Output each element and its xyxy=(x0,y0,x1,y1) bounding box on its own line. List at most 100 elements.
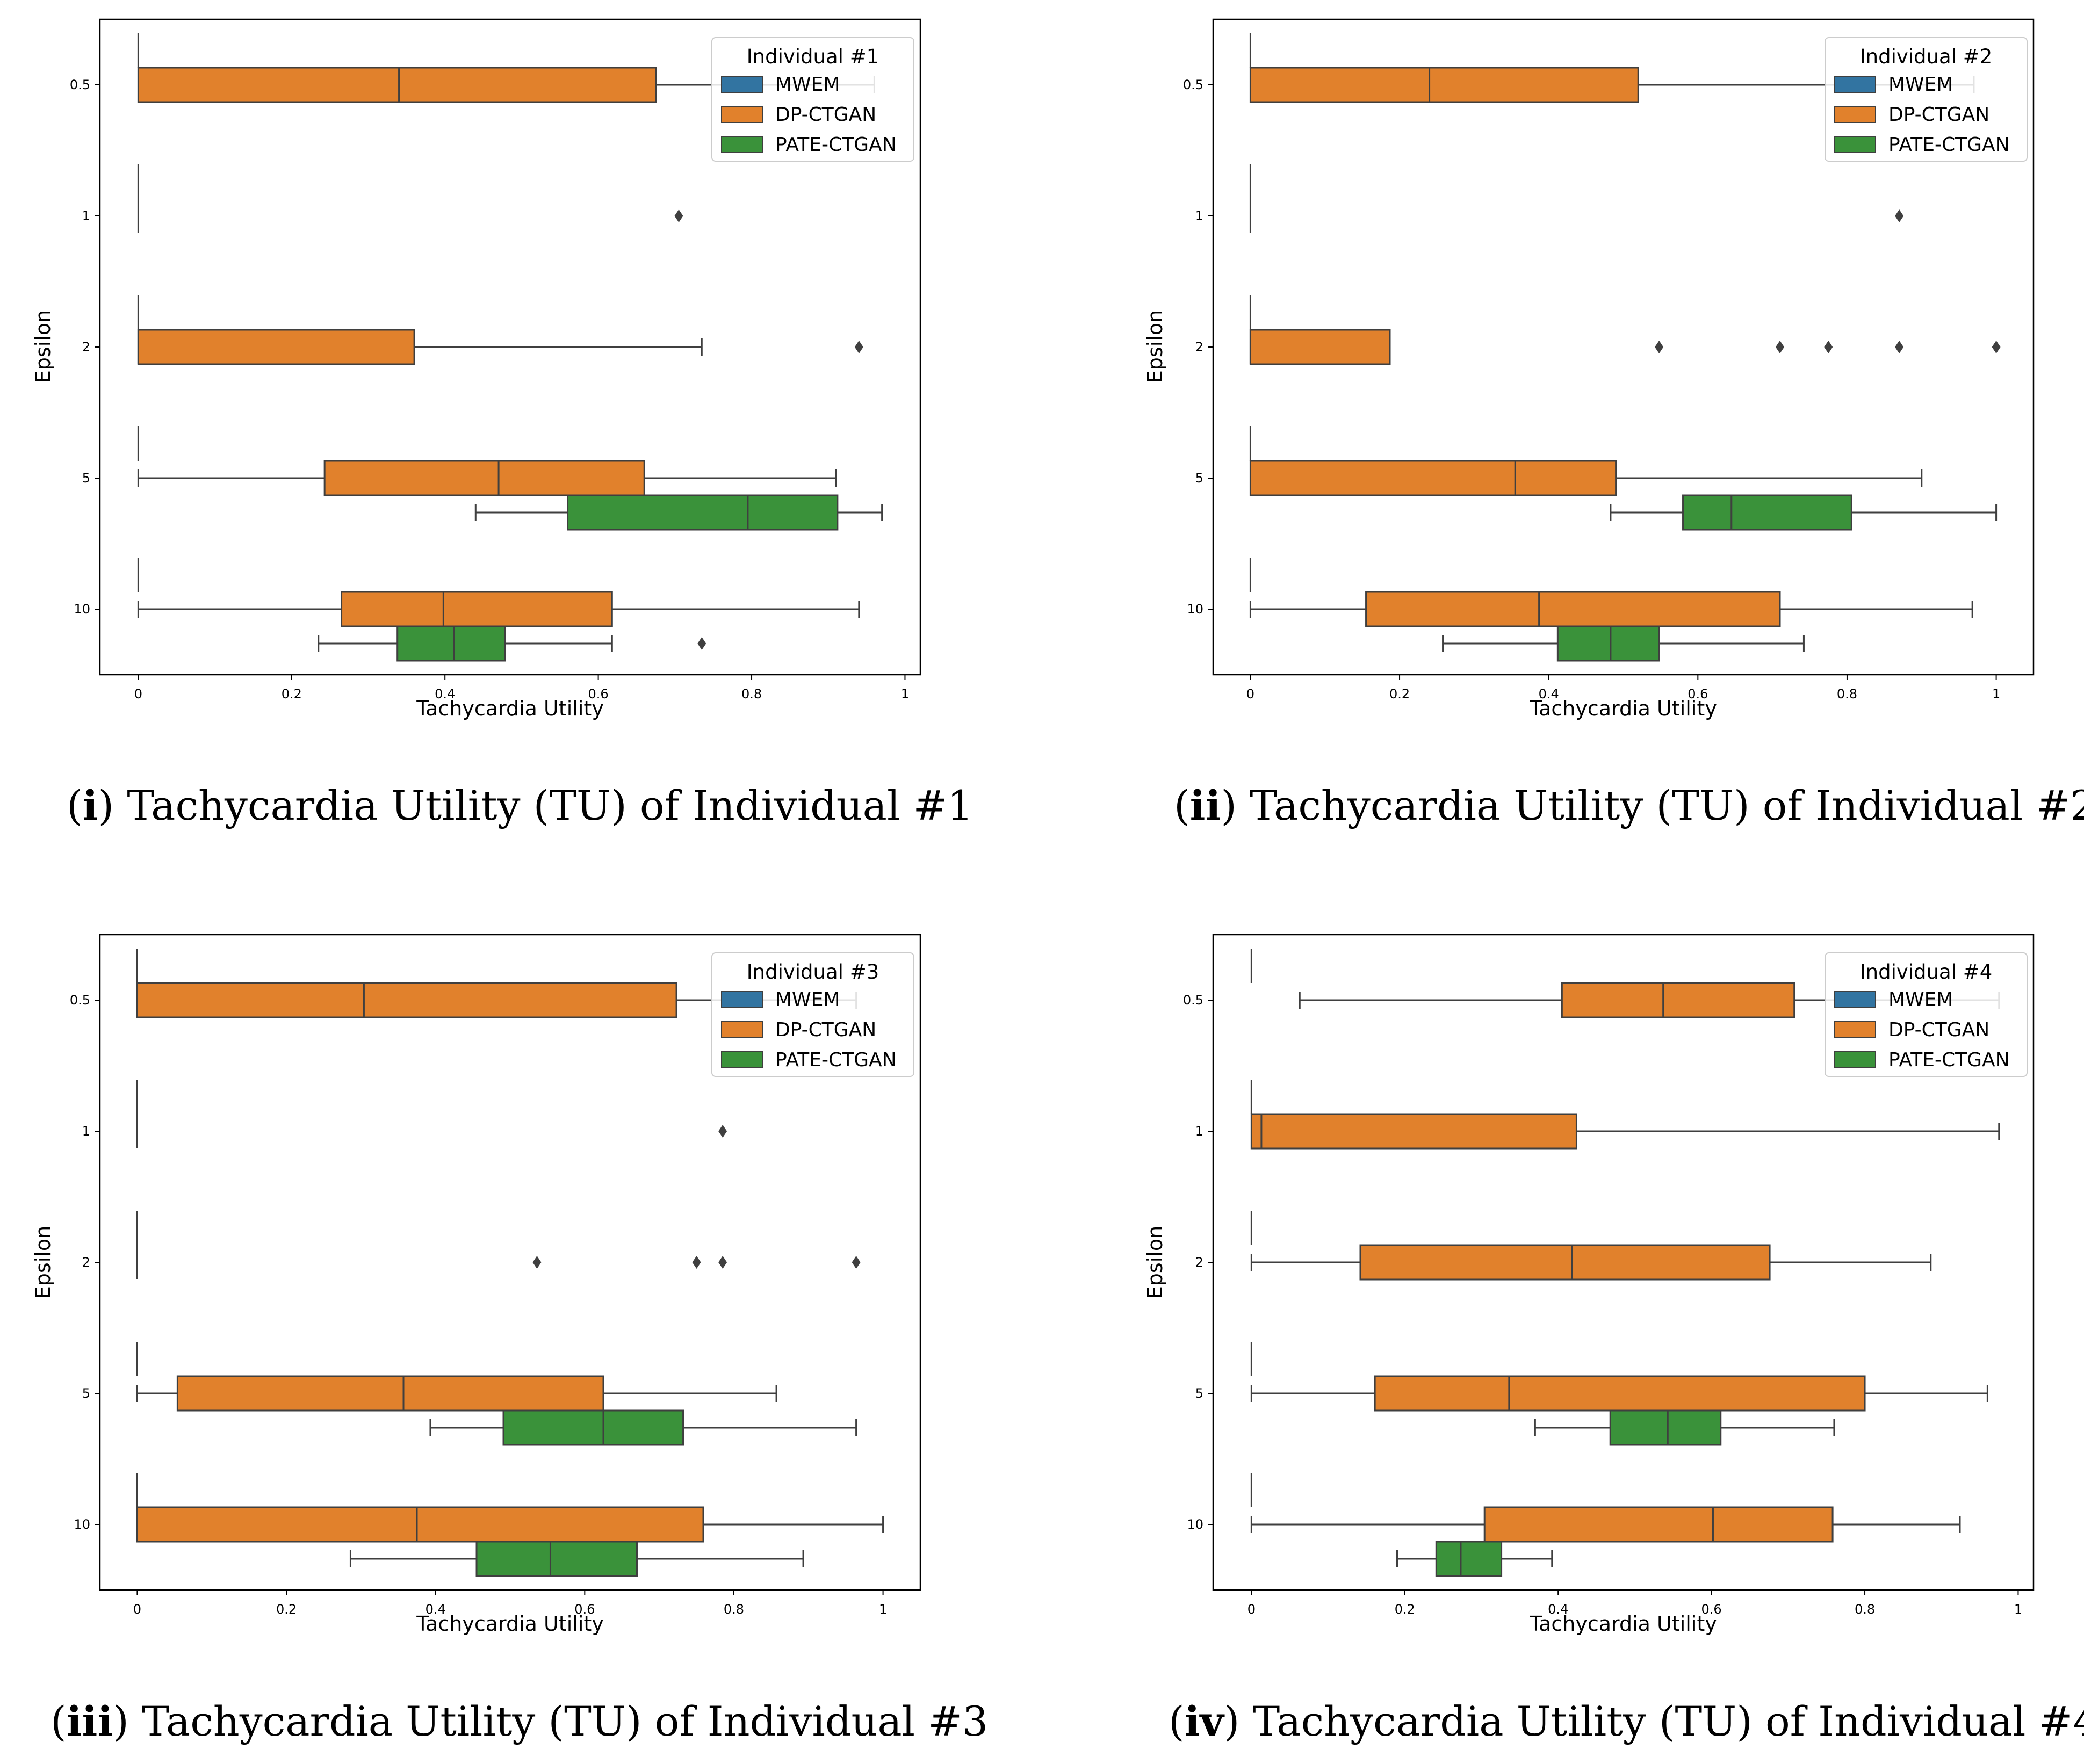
y-tick-label: 1 xyxy=(82,208,90,223)
outlier-marker xyxy=(1655,341,1664,353)
box-dp-ctgan-eps-5 xyxy=(1250,1375,1988,1412)
y-tick-label: 10 xyxy=(1187,1517,1203,1532)
box-iqr xyxy=(136,1506,704,1543)
legend-entry-dp-ctgan: DP-CTGAN xyxy=(1888,1019,1989,1041)
outlier-marker xyxy=(852,1256,861,1269)
box-dp-ctgan-eps-5 xyxy=(136,1375,777,1412)
outlier-marker xyxy=(1824,341,1833,353)
y-tick-label: 5 xyxy=(82,1386,90,1401)
legend-swatch-dp-ctgan xyxy=(721,106,763,123)
y-tick-label: 5 xyxy=(1195,1386,1203,1401)
x-tick-label: 0.4 xyxy=(1539,686,1559,702)
legend-entry-pate-ctgan: PATE-CTGAN xyxy=(1888,134,2010,156)
legend-title: Individual #2 xyxy=(1860,45,1993,68)
box-dp-ctgan-eps-2 xyxy=(137,329,863,365)
x-tick-label: 0 xyxy=(133,1602,141,1617)
box-iqr xyxy=(1483,1506,1834,1543)
y-tick-label: 5 xyxy=(82,471,90,486)
x-tick-label: 0 xyxy=(134,686,142,702)
box-iqr xyxy=(1365,591,1781,627)
box-pate-ctgan-eps-10 xyxy=(1396,1541,1553,1577)
y-tick-label: 0.5 xyxy=(1183,993,1203,1008)
box-iqr xyxy=(1359,1244,1771,1281)
box-dp-ctgan-eps-10 xyxy=(136,1506,884,1543)
legend-swatch-dp-ctgan xyxy=(1834,106,1876,123)
x-axis-label: Tachycardia Utility xyxy=(1529,697,1717,720)
legend-swatch-mwem xyxy=(1834,991,1876,1008)
legend-frame xyxy=(1825,952,2028,1077)
box-dp-ctgan-eps-1 xyxy=(1249,199,1904,233)
legend-entry-mwem: MWEM xyxy=(775,74,840,96)
x-tick-label: 1 xyxy=(901,686,909,702)
legend-entry-pate-ctgan: PATE-CTGAN xyxy=(775,134,897,156)
y-axis-label: Epsilon xyxy=(1143,310,1167,383)
box-iqr xyxy=(1556,625,1660,662)
outlier-marker xyxy=(674,209,683,222)
x-tick-label: 0.8 xyxy=(741,686,762,702)
y-axis-label: Epsilon xyxy=(31,310,55,383)
chart-panel-4: 0 0.2 0.4 0.6 0.8 1 0.5 1 2 5 10 Tachycardia Utilit… xyxy=(1143,934,2035,1636)
y-tick-label: 0.5 xyxy=(70,77,90,92)
outlier-marker xyxy=(718,1125,727,1138)
outlier-marker xyxy=(692,1256,701,1269)
box-iqr xyxy=(1249,329,1391,365)
legend-entry-mwem: MWEM xyxy=(1888,74,1953,96)
caption-panel-4: (iv) Tachycardia Utility (TU) of Individ… xyxy=(1169,1697,2084,1745)
box-dp-ctgan-eps-2 xyxy=(1250,1244,1932,1281)
box-iqr xyxy=(1249,67,1639,103)
box-iqr xyxy=(396,625,506,662)
x-tick-label: 0.6 xyxy=(1688,686,1708,702)
legend-swatch-pate-ctgan xyxy=(1834,136,1876,153)
outlier-marker xyxy=(1895,341,1904,353)
x-tick-label: 0.6 xyxy=(588,686,609,702)
box-pate-ctgan-eps-10 xyxy=(349,1541,804,1577)
x-tick-label: 0.4 xyxy=(1548,1602,1568,1617)
y-tick-label: 1 xyxy=(82,1124,90,1139)
box-pate-ctgan-eps-10 xyxy=(318,625,706,662)
legend-entry-pate-ctgan: PATE-CTGAN xyxy=(1888,1049,2010,1071)
y-tick-label: 10 xyxy=(74,1517,90,1532)
box-pate-ctgan-eps-5 xyxy=(1610,494,1998,531)
box-iqr xyxy=(176,1375,604,1412)
legend: Individual #2 MWEM DP-CTGAN PATE-CTGAN xyxy=(1825,37,2028,162)
box-dp-ctgan-eps-2 xyxy=(1249,329,2001,365)
x-tick-label: 1 xyxy=(1992,686,2000,702)
chart-panel-2: 0 0.2 0.4 0.6 0.8 1 0.5 1 2 5 10 Tachycardia Utilit… xyxy=(1143,18,2035,720)
y-tick-label: 10 xyxy=(1187,602,1203,617)
legend-entry-dp-ctgan: DP-CTGAN xyxy=(775,1019,876,1041)
y-tick-label: 2 xyxy=(82,1255,90,1270)
legend-entry-mwem: MWEM xyxy=(775,989,840,1011)
box-dp-ctgan-eps-2 xyxy=(136,1245,861,1279)
box-dp-ctgan-eps-10 xyxy=(137,591,860,627)
legend-swatch-pate-ctgan xyxy=(721,1051,763,1068)
x-tick-label: 1 xyxy=(2014,1602,2022,1617)
box-dp-ctgan-eps-5 xyxy=(1249,460,1923,496)
x-tick-label: 0.8 xyxy=(724,1602,744,1617)
legend-swatch-dp-ctgan xyxy=(721,1021,763,1038)
x-tick-label: 0.6 xyxy=(574,1602,595,1617)
x-tick-label: 0 xyxy=(1247,1602,1256,1617)
outlier-marker xyxy=(1992,341,2001,353)
box-pate-ctgan-eps-5 xyxy=(1534,1409,1835,1446)
y-tick-label: 5 xyxy=(1195,471,1203,486)
x-tick-label: 0 xyxy=(1246,686,1254,702)
x-axis-label: Tachycardia Utility xyxy=(416,1612,604,1636)
chart-panel-1: 0 0.2 0.4 0.6 0.8 1 0.5 1 2 5 10 Tachycardia Utilit… xyxy=(31,18,921,720)
box-iqr xyxy=(1250,1113,1577,1150)
box-iqr xyxy=(137,329,415,365)
y-tick-label: 2 xyxy=(82,339,90,355)
legend-title: Individual #4 xyxy=(1860,960,1993,984)
box-iqr xyxy=(502,1409,684,1446)
box-iqr xyxy=(1249,460,1617,496)
box-iqr xyxy=(137,67,657,103)
box-iqr xyxy=(1435,1541,1503,1577)
box-iqr xyxy=(1682,494,1852,531)
box-iqr xyxy=(341,591,613,627)
legend-frame xyxy=(711,952,914,1077)
outlier-marker xyxy=(718,1256,727,1269)
legend: Individual #4 MWEM DP-CTGAN PATE-CTGAN xyxy=(1825,952,2028,1077)
box-dp-ctgan-eps-1 xyxy=(137,199,683,233)
legend-swatch-pate-ctgan xyxy=(721,136,763,153)
legend: Individual #3 MWEM DP-CTGAN PATE-CTGAN xyxy=(711,952,914,1077)
